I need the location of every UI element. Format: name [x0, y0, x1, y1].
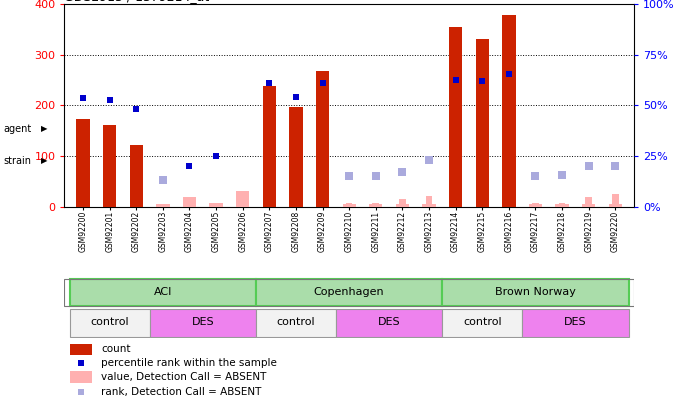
Bar [582, 204, 595, 207]
Bar [159, 205, 166, 207]
Bar [256, 309, 336, 337]
Bar [70, 279, 256, 306]
Text: DES: DES [378, 318, 401, 327]
Text: Brown Norway: Brown Norway [495, 287, 576, 297]
Bar [396, 204, 409, 207]
Bar [210, 202, 223, 207]
Text: DES: DES [564, 318, 586, 327]
Text: ▶: ▶ [41, 156, 47, 166]
Text: control: control [90, 318, 129, 327]
Bar [555, 204, 569, 207]
Bar [442, 279, 629, 306]
Bar [585, 198, 592, 207]
Bar [559, 202, 565, 207]
Bar [399, 199, 405, 207]
Bar [150, 309, 256, 337]
Text: control: control [277, 318, 315, 327]
Bar [316, 71, 330, 207]
Text: value, Detection Call = ABSENT: value, Detection Call = ABSENT [102, 372, 267, 382]
Text: Copenhagen: Copenhagen [314, 287, 384, 297]
Bar [372, 202, 379, 207]
Bar [369, 204, 382, 207]
Bar [77, 119, 89, 207]
Text: rank, Detection Call = ABSENT: rank, Detection Call = ABSENT [102, 386, 262, 396]
Bar [236, 192, 250, 207]
Bar [103, 125, 117, 207]
Bar [475, 40, 489, 207]
Bar [156, 204, 170, 207]
Bar [442, 309, 522, 337]
Text: ▶: ▶ [41, 124, 47, 133]
Text: DES: DES [191, 318, 214, 327]
Text: agent: agent [3, 124, 32, 134]
Bar [612, 194, 618, 207]
Bar [449, 27, 462, 207]
Bar [256, 279, 442, 306]
Bar [290, 107, 302, 207]
Bar [70, 371, 92, 383]
Bar [609, 204, 622, 207]
Bar [70, 309, 150, 337]
Bar [70, 344, 92, 355]
Text: percentile rank within the sample: percentile rank within the sample [102, 358, 277, 368]
Bar [129, 145, 143, 207]
Bar [262, 86, 276, 207]
Bar [522, 309, 629, 337]
Text: ACI: ACI [154, 287, 172, 297]
Bar [502, 15, 515, 207]
Bar [213, 204, 220, 207]
Bar [183, 198, 196, 207]
Bar [342, 204, 356, 207]
Text: strain: strain [3, 156, 31, 166]
Text: GDS2913 / 1379214_at: GDS2913 / 1379214_at [64, 0, 210, 3]
Bar [336, 309, 442, 337]
Bar [422, 204, 436, 207]
Bar [346, 202, 353, 207]
Bar [532, 202, 539, 207]
Bar [529, 204, 542, 207]
Text: control: control [463, 318, 502, 327]
Text: count: count [102, 345, 131, 354]
Bar [426, 196, 433, 207]
